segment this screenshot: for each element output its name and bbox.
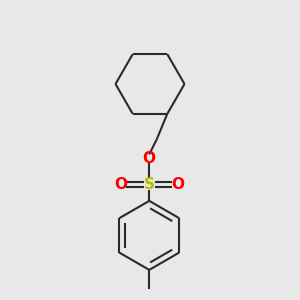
Text: O: O [114,177,127,192]
Text: S: S [144,177,155,192]
Text: O: O [171,177,184,192]
Text: O: O [143,152,156,166]
